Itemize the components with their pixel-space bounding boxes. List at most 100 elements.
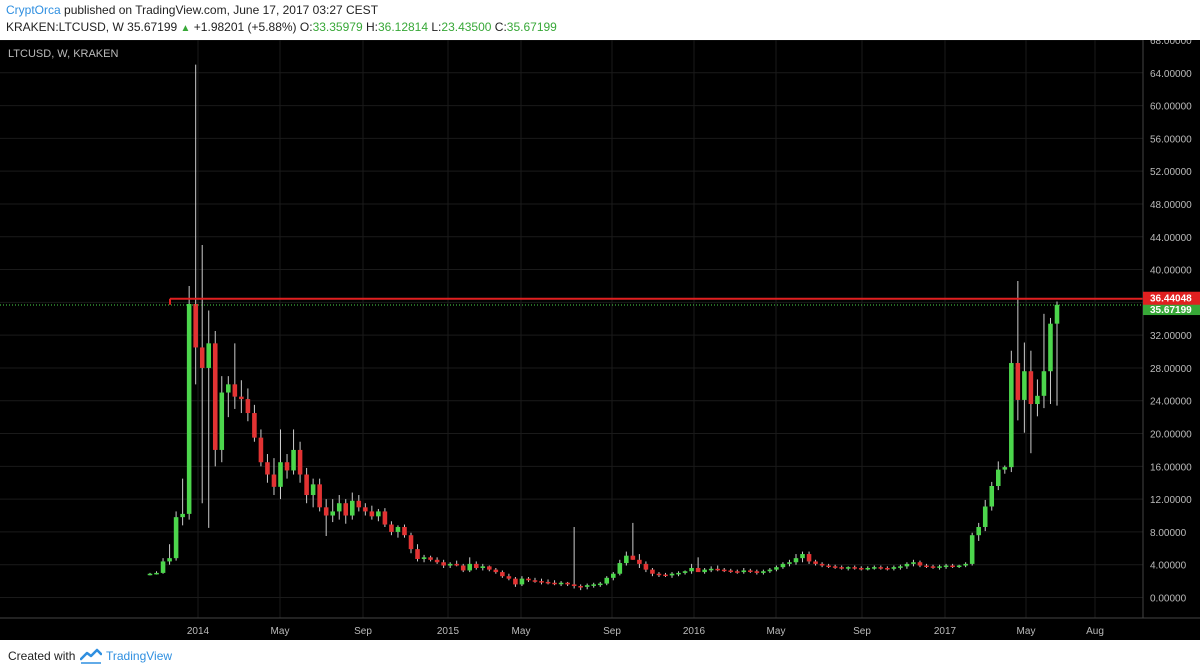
candle-body xyxy=(330,511,335,516)
candle-body xyxy=(212,343,218,450)
candle-body xyxy=(969,535,975,564)
y-tick-label: 44.00000 xyxy=(1150,233,1192,244)
x-tick-label: 2017 xyxy=(934,626,957,637)
candle-body xyxy=(284,462,290,471)
candle-body xyxy=(487,566,492,570)
candle-body xyxy=(1048,323,1053,372)
candle-body xyxy=(950,565,955,568)
candle-body xyxy=(382,511,388,525)
candle-body xyxy=(930,566,936,568)
y-tick-label: 60.00000 xyxy=(1150,102,1192,113)
candle-body xyxy=(741,570,747,573)
y-tick-label: 52.00000 xyxy=(1150,167,1192,178)
y-tick-label: 68.00000 xyxy=(1150,40,1192,47)
candle-body xyxy=(637,559,642,564)
last-price: 35.67199 xyxy=(127,20,178,34)
candle-body xyxy=(297,449,303,475)
last-price-label-bg xyxy=(1143,303,1200,316)
candle-body xyxy=(643,563,649,570)
low-label: L: xyxy=(431,20,442,34)
candle-body xyxy=(428,557,433,560)
x-tick-label: 2015 xyxy=(437,626,460,637)
candle-body xyxy=(193,303,198,348)
x-tick-label: 2014 xyxy=(187,626,210,637)
chart-area[interactable]: 0.00000 4.00000 8.00000 12.00000 16.00000 20.… xyxy=(0,36,1200,640)
candle-body xyxy=(460,565,466,571)
candle-body xyxy=(708,568,714,571)
candle-body xyxy=(552,582,557,585)
candle-body xyxy=(1054,304,1060,324)
candle-body xyxy=(989,486,995,507)
candle-body xyxy=(878,567,884,569)
candle-body xyxy=(356,500,362,508)
candle-body xyxy=(852,567,858,569)
candle-body xyxy=(793,558,799,563)
high-label: H: xyxy=(365,20,378,34)
candle-body xyxy=(402,526,407,536)
candle-body xyxy=(565,582,570,585)
candle-body xyxy=(226,384,231,393)
candle-body xyxy=(767,569,773,572)
candle-body xyxy=(819,563,825,566)
candle-body xyxy=(656,573,662,576)
candle-body xyxy=(911,562,916,564)
candle-body xyxy=(650,569,655,574)
candles xyxy=(147,64,1060,591)
candle-body xyxy=(943,565,949,568)
y-tick-label: 40.00000 xyxy=(1150,266,1192,277)
change-text: +1.98201 (+5.88%) xyxy=(193,20,297,34)
candlestick-chart[interactable]: 0.00000 4.00000 8.00000 12.00000 16.00000 20.… xyxy=(0,36,1200,640)
candle-body xyxy=(532,580,538,582)
y-tick-label: 28.00000 xyxy=(1150,364,1192,375)
candle-body xyxy=(447,563,453,566)
candle-body xyxy=(252,413,257,438)
candle-body xyxy=(389,524,394,532)
candle-body xyxy=(265,462,270,475)
candle-body xyxy=(186,303,192,514)
candle-body xyxy=(591,584,596,586)
x-tick-label: 2016 xyxy=(683,626,706,637)
candle-body xyxy=(500,572,505,577)
symbol-info-line: KRAKEN:LTCUSD, W 35.67199 ▲ +1.98201 (+5… xyxy=(6,20,557,34)
y-tick-label: 8.00000 xyxy=(1150,528,1187,539)
candle-body xyxy=(199,347,205,368)
publish-line: CryptOrca published on TradingView.com, … xyxy=(6,3,378,17)
created-with-text: Created with xyxy=(8,649,76,663)
candle-body xyxy=(976,526,981,536)
tradingview-logo-icon xyxy=(80,648,102,664)
open-label: O: xyxy=(299,20,313,34)
candle-body xyxy=(160,561,166,573)
overlays xyxy=(0,297,1143,306)
candle-body xyxy=(310,484,316,496)
low-value: 23.43500 xyxy=(441,20,492,34)
candle-body xyxy=(924,565,929,568)
chart-header: CryptOrca published on TradingView.com, … xyxy=(0,0,1200,40)
up-arrow-icon: ▲ xyxy=(180,23,191,34)
candle-body xyxy=(780,563,786,568)
resistance-label-bg xyxy=(1143,291,1200,305)
candle-body xyxy=(180,513,185,518)
candle-body xyxy=(695,567,701,573)
candle-body xyxy=(721,569,727,572)
author-link[interactable]: CryptOrca xyxy=(6,3,61,17)
candle-body xyxy=(558,582,564,585)
candle-body xyxy=(872,567,877,569)
candle-body xyxy=(154,572,159,575)
candle-body xyxy=(982,506,988,527)
x-tick-label: May xyxy=(512,626,531,637)
candle-body xyxy=(258,437,264,463)
chart-background xyxy=(0,40,1200,640)
candle-body xyxy=(454,563,459,566)
candle-body xyxy=(1028,371,1034,405)
price-axis[interactable] xyxy=(1143,40,1200,618)
tradingview-brand[interactable]: TradingView xyxy=(106,649,173,663)
y-tick-label: 16.00000 xyxy=(1150,462,1192,473)
x-tick-label: May xyxy=(767,626,786,637)
x-tick-label: Aug xyxy=(1086,626,1104,637)
y-tick-label: 4.00000 xyxy=(1150,561,1187,572)
time-axis[interactable] xyxy=(0,618,1200,640)
candle-body xyxy=(441,562,446,566)
candle-body xyxy=(473,563,479,568)
candle-body xyxy=(323,507,329,516)
candle-body xyxy=(604,577,610,584)
